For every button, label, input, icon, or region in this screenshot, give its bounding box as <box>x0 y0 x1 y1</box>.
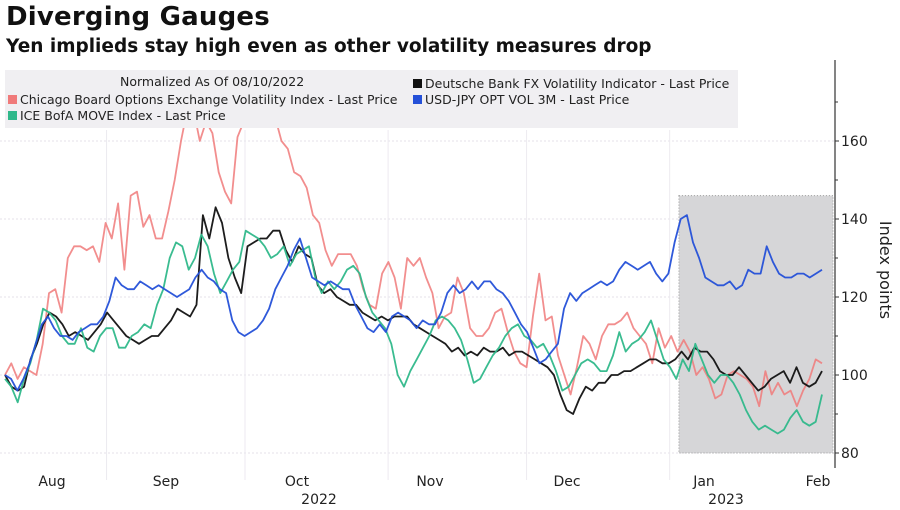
x-axis: Aug Sep Oct Nov Dec Jan Feb 2022 2023 <box>38 474 830 508</box>
legend-swatch-dbfx <box>413 79 422 88</box>
legend-item-move: ICE BofA MOVE Index - Last Price <box>8 108 226 123</box>
legend-title: Normalized As Of 08/10/2022 <box>120 74 305 89</box>
y-tick-label: 140 <box>841 212 868 228</box>
series-line-3 <box>4 214 823 392</box>
x-tick-label: Dec <box>553 474 580 490</box>
chart-title: Diverging Gauges <box>6 2 270 32</box>
legend-swatch-vix <box>8 95 17 104</box>
x-tick-label: Aug <box>38 474 65 490</box>
legend-item-dbfx: Deutsche Bank FX Volatility Indicator - … <box>413 76 729 91</box>
series-line-0 <box>4 77 823 408</box>
series-lines <box>4 77 823 435</box>
x-tick-label: Jan <box>692 474 715 490</box>
legend <box>5 70 738 128</box>
legend-swatch-usdjpy <box>413 95 422 104</box>
x-year-label: 2022 <box>301 492 337 508</box>
x-tick-label: Sep <box>153 474 180 490</box>
x-tick-label: Nov <box>416 474 443 490</box>
y-axis-label: Index points <box>876 221 895 319</box>
legend-label-usdjpy: USD-JPY OPT VOL 3M - Last Price <box>425 92 630 107</box>
shaded-region <box>678 195 834 454</box>
legend-item-vix: Chicago Board Options Exchange Volatilit… <box>8 92 398 107</box>
legend-item-usdjpy: USD-JPY OPT VOL 3M - Last Price <box>413 92 629 107</box>
grid-lines <box>0 130 835 480</box>
y-tick-label: 100 <box>841 368 868 384</box>
y-tick-label: 80 <box>841 446 859 462</box>
series-line-2 <box>4 229 823 435</box>
x-tick-label: Oct <box>285 474 310 490</box>
x-year-label: 2023 <box>708 492 744 508</box>
chart-subtitle: Yen implieds stay high even as other vol… <box>6 36 652 57</box>
legend-label-move: ICE BofA MOVE Index - Last Price <box>20 108 226 123</box>
y-tick-label: 120 <box>841 290 868 306</box>
legend-label-vix: Chicago Board Options Exchange Volatilit… <box>20 92 398 107</box>
y-axis: 80 100 120 140 160 <box>834 60 868 468</box>
x-tick-label: Feb <box>806 474 831 490</box>
y-tick-label: 160 <box>841 134 868 150</box>
legend-swatch-move <box>8 111 17 120</box>
legend-label-dbfx: Deutsche Bank FX Volatility Indicator - … <box>425 76 730 91</box>
